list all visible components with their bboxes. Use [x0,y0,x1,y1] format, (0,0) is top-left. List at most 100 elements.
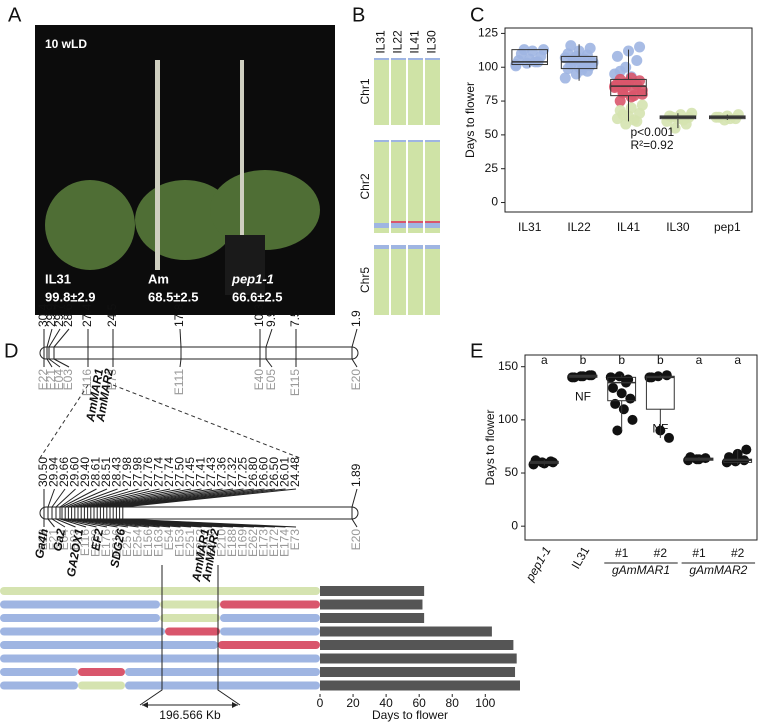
x-tick-label: IL31 [518,220,542,234]
connector [51,488,66,508]
plant-name: Am [148,271,169,286]
marker-name: E03 [68,529,82,551]
haplotype [0,654,320,663]
group-label: gAmMAR1 [612,563,670,577]
segment [391,221,406,223]
connector [68,488,118,508]
chromosome [408,140,423,233]
bar [320,653,517,664]
marker-name: E262 [246,529,260,557]
chromosome [408,245,423,315]
segment [408,140,423,142]
connector [84,488,171,508]
panel-letter: C [470,4,484,26]
haplotype [78,668,125,676]
bar [320,626,492,637]
segment [408,247,423,249]
connector [59,488,87,508]
marker-name: E73 [105,369,119,391]
connector [122,488,297,508]
point [636,99,648,111]
line-label: IL30 [425,30,439,54]
haplotype [218,641,320,649]
chromosome [425,58,440,125]
marker-name: E251 [183,529,197,557]
map-position: 27.36 [215,457,229,487]
marker-name: E03 [61,369,75,391]
point [634,41,646,53]
haplotype [0,600,160,609]
marker-name: E21 [47,529,61,551]
map-position: 26.60 [257,457,271,487]
map-position: 10.3 [252,303,266,327]
map-position: 26.01 [278,457,292,487]
connector [179,328,182,348]
gene: Ga2 [50,527,68,552]
segment [425,247,440,249]
marker-name: E04 [52,369,66,391]
connector [59,518,87,528]
x-tick-label: 40 [379,696,393,710]
marker-name: E54 [162,529,176,551]
map-position: 29.7 [52,303,66,327]
y-tick-label: 125 [478,26,498,40]
box [610,78,647,97]
connector [100,488,223,508]
marker-name: E174 [278,529,292,557]
map-position: 28.61 [89,457,103,487]
connector [351,518,358,528]
connector [55,488,76,508]
gene: SDG26 [107,527,128,569]
connector [46,328,53,348]
haplotype [160,600,220,609]
marker-name: E172 [267,529,281,557]
map-position: 27.32 [225,457,239,487]
marker-name: E216 [110,529,124,557]
significance-letter: a [696,353,703,367]
marker-name: E22 [36,529,50,551]
segment [374,223,389,228]
marker-name: E163 [152,529,166,557]
significance-letter: b [618,353,625,367]
y-axis-label: Days to flower [483,409,497,485]
box [607,376,637,402]
point [559,72,571,84]
map-position: 29.66 [57,457,71,487]
y-tick-label: 100 [498,412,518,426]
y-axis-label: Days to flower [463,82,477,158]
segment [391,245,406,247]
note: NF [652,421,668,435]
bar [320,599,423,610]
chromosome [374,245,389,315]
chromosome [425,245,440,315]
note: NF [575,389,591,403]
x-axis-label: Days to flower [372,708,448,722]
significance-letter: a [541,353,548,367]
connector [90,488,192,508]
haplotype [220,600,320,609]
marker-name: E156 [141,529,155,557]
line-label: IL22 [391,30,405,54]
chromosome [425,140,440,233]
photo [35,25,335,315]
annotation: R²=0.92 [631,138,674,152]
connector [61,518,97,528]
plant-value: 66.6±2.5 [232,289,283,304]
point [611,50,623,62]
panel-letter: A [8,4,22,26]
y-tick-label: 150 [498,359,518,373]
marker-name: E257 [120,529,134,557]
plants [45,60,320,295]
map-position: 27.41 [194,457,208,487]
line-label: IL41 [408,30,422,54]
haplotype [0,681,78,690]
point [634,75,646,87]
y-tick-label: 50 [485,127,499,141]
group-label: gAmMAR2 [689,563,747,577]
connector [55,518,76,528]
marker-name: E176 [99,529,113,557]
interval-size: 196.566 Kb [159,708,221,722]
map-position: 24.48 [288,457,302,487]
point [587,57,599,69]
marker-name: E210 [215,529,229,557]
